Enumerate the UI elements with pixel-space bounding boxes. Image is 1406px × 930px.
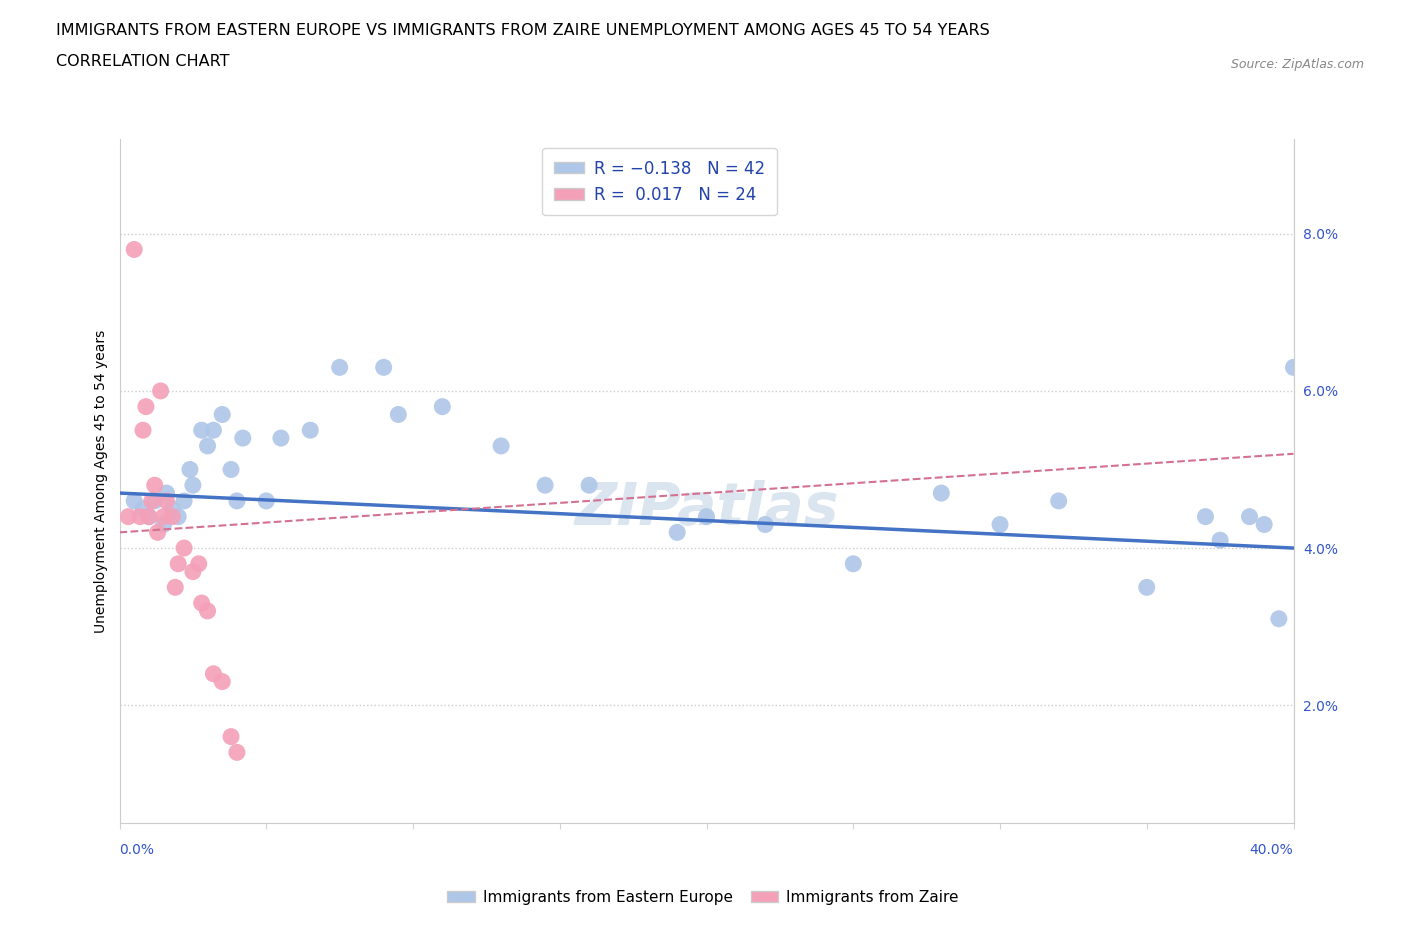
Point	[165, 580, 187, 595]
Point	[931, 485, 953, 500]
Point	[1282, 360, 1305, 375]
Point	[299, 423, 322, 438]
Point	[1239, 510, 1261, 525]
Point	[162, 510, 184, 525]
Text: 40.0%: 40.0%	[1250, 843, 1294, 857]
Point	[143, 494, 166, 509]
Point	[143, 478, 166, 493]
Text: IMMIGRANTS FROM EASTERN EUROPE VS IMMIGRANTS FROM ZAIRE UNEMPLOYMENT AMONG AGES : IMMIGRANTS FROM EASTERN EUROPE VS IMMIGR…	[56, 23, 990, 38]
Point	[202, 666, 225, 681]
Point	[754, 517, 776, 532]
Point	[988, 517, 1011, 532]
Text: CORRELATION CHART: CORRELATION CHART	[56, 54, 229, 69]
Point	[329, 360, 352, 375]
Point	[225, 745, 249, 760]
Point	[179, 462, 201, 477]
Point	[190, 595, 212, 610]
Point	[578, 478, 600, 493]
Point	[1047, 494, 1070, 509]
Point	[181, 478, 204, 493]
Point	[232, 431, 254, 445]
Point	[167, 510, 190, 525]
Point	[197, 604, 219, 618]
Text: Source: ZipAtlas.com: Source: ZipAtlas.com	[1230, 58, 1364, 71]
Point	[135, 399, 157, 414]
Point	[373, 360, 395, 375]
Point	[146, 525, 169, 539]
Y-axis label: Unemployment Among Ages 45 to 54 years: Unemployment Among Ages 45 to 54 years	[94, 329, 108, 633]
Point	[132, 501, 155, 516]
Point	[129, 510, 152, 525]
Point	[696, 510, 718, 525]
Point	[162, 501, 184, 516]
Point	[138, 510, 160, 525]
Legend: R = −0.138   N = 42, R =  0.017   N = 24: R = −0.138 N = 42, R = 0.017 N = 24	[543, 148, 776, 216]
Point	[173, 494, 195, 509]
Point	[197, 438, 219, 453]
Text: ZIPatlas: ZIPatlas	[574, 480, 839, 538]
Point	[173, 540, 195, 555]
Point	[225, 494, 249, 509]
Point	[132, 423, 155, 438]
Point	[254, 494, 277, 509]
Point	[1253, 517, 1275, 532]
Point	[117, 510, 139, 525]
Point	[219, 462, 242, 477]
Point	[155, 485, 177, 500]
Text: 0.0%: 0.0%	[120, 843, 155, 857]
Point	[1194, 510, 1216, 525]
Point	[187, 556, 209, 571]
Point	[534, 478, 557, 493]
Point	[190, 423, 212, 438]
Point	[1136, 580, 1159, 595]
Point	[141, 494, 163, 509]
Point	[122, 494, 145, 509]
Point	[270, 431, 292, 445]
Point	[155, 494, 177, 509]
Point	[149, 383, 172, 398]
Point	[666, 525, 689, 539]
Point	[1209, 533, 1232, 548]
Point	[432, 399, 454, 414]
Point	[152, 517, 174, 532]
Point	[211, 407, 233, 422]
Point	[211, 674, 233, 689]
Point	[181, 565, 204, 579]
Point	[842, 556, 865, 571]
Point	[489, 438, 512, 453]
Point	[122, 242, 145, 257]
Point	[219, 729, 242, 744]
Point	[387, 407, 409, 422]
Point	[152, 510, 174, 525]
Point	[1268, 611, 1291, 626]
Point	[167, 556, 190, 571]
Point	[138, 510, 160, 525]
Legend: Immigrants from Eastern Europe, Immigrants from Zaire: Immigrants from Eastern Europe, Immigran…	[441, 884, 965, 911]
Point	[202, 423, 225, 438]
